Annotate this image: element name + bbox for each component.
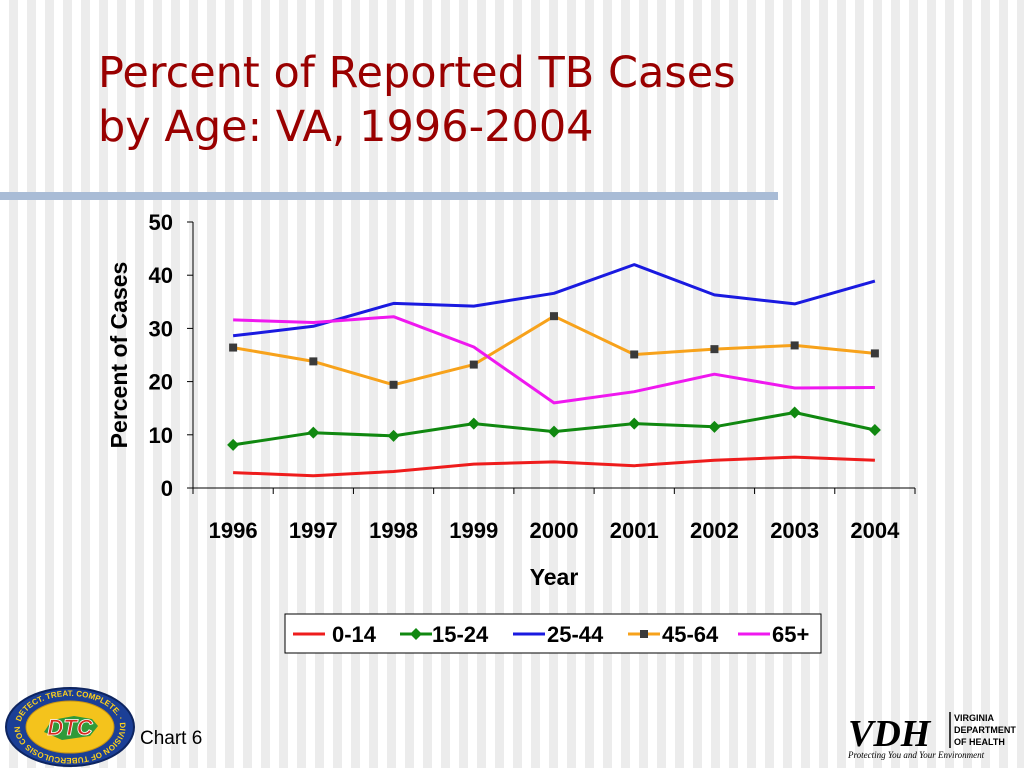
vdh-logo-mark: VDH xyxy=(848,713,932,755)
data-point-45-64 xyxy=(229,343,238,352)
legend-label-45-64: 45-64 xyxy=(662,622,719,647)
vdh-logo-line-2: DEPARTMENT xyxy=(954,725,1016,735)
data-point-45-64 xyxy=(870,349,879,358)
slide-title-line-2: by Age: VA, 1996-2004 xyxy=(98,102,594,152)
x-tick-label: 2004 xyxy=(850,518,900,543)
data-point-15-24 xyxy=(868,424,881,437)
slide-title-line-1: Percent of Reported TB Cases xyxy=(98,48,736,98)
legend-marker-45-64 xyxy=(640,630,648,638)
x-tick-label: 2000 xyxy=(530,518,579,543)
x-tick-label: 1997 xyxy=(289,518,338,543)
data-point-45-64 xyxy=(389,380,398,389)
data-point-45-64 xyxy=(309,357,318,366)
virginia-map-icon xyxy=(44,716,98,740)
data-point-15-24 xyxy=(307,426,320,439)
x-tick-label: 2002 xyxy=(690,518,739,543)
y-tick-label: 0 xyxy=(161,476,173,501)
data-point-15-24 xyxy=(227,438,240,451)
data-point-45-64 xyxy=(710,345,719,354)
y-tick-label: 50 xyxy=(149,210,173,235)
vdh-logo: VDH VIRGINIA DEPARTMENT OF HEALTH Protec… xyxy=(847,712,1016,760)
vdh-logo-tagline: Protecting You and Your Environment xyxy=(847,750,985,760)
y-axis-title: Percent of Cases xyxy=(106,262,132,449)
data-point-15-24 xyxy=(548,425,560,438)
slide-title: Percent of Reported TB Cases by Age: VA,… xyxy=(98,46,736,154)
data-point-15-24 xyxy=(628,417,641,430)
data-point-15-24 xyxy=(387,429,400,442)
series-line-0-14 xyxy=(233,455,875,478)
x-tick-label: 1996 xyxy=(209,518,258,543)
y-tick-label: 30 xyxy=(149,316,173,341)
y-tick-label: 40 xyxy=(149,263,173,288)
vdh-logo-line-3: OF HEALTH xyxy=(954,737,1005,747)
title-divider xyxy=(0,192,778,200)
chart-number-label: Chart 6 xyxy=(140,728,203,749)
y-tick-label: 10 xyxy=(149,423,173,448)
legend-label-25-44: 25-44 xyxy=(547,622,604,647)
data-point-45-64 xyxy=(550,312,558,321)
series-line-65-plus xyxy=(233,315,875,405)
legend-box xyxy=(284,613,822,654)
x-tick-label: 2003 xyxy=(770,518,819,543)
series-line-25-44 xyxy=(232,263,876,338)
data-point-15-24 xyxy=(788,406,801,419)
data-point-15-24 xyxy=(467,417,480,430)
vdh-logo-line-1: VIRGINIA xyxy=(954,713,995,723)
data-point-45-64 xyxy=(469,360,478,369)
legend-marker-15-24 xyxy=(410,628,422,640)
line-chart: 0 10 20 30 40 50 1996 1997 1998 1999 2000 2001 2002 2… xyxy=(106,210,916,654)
data-point-15-24 xyxy=(708,420,721,433)
legend-label-15-24: 15-24 xyxy=(432,622,489,647)
x-tick-label: 2001 xyxy=(610,518,659,543)
x-tick-label: 1998 xyxy=(369,518,418,543)
legend-label-0-14: 0-14 xyxy=(332,622,377,647)
series-line-45-64 xyxy=(232,314,876,387)
dtc-logo-center-text: DTC xyxy=(47,715,93,740)
data-point-45-64 xyxy=(790,341,799,350)
x-tick-label: 1999 xyxy=(449,518,498,543)
data-point-45-64 xyxy=(630,350,639,359)
x-axis-title: Year xyxy=(530,564,579,590)
dtc-logo: DETECT. TREAT. COMPLETE. · DIVISION OF T… xyxy=(4,686,135,767)
legend-label-65-plus: 65+ xyxy=(772,622,809,647)
y-tick-label: 20 xyxy=(149,370,173,395)
